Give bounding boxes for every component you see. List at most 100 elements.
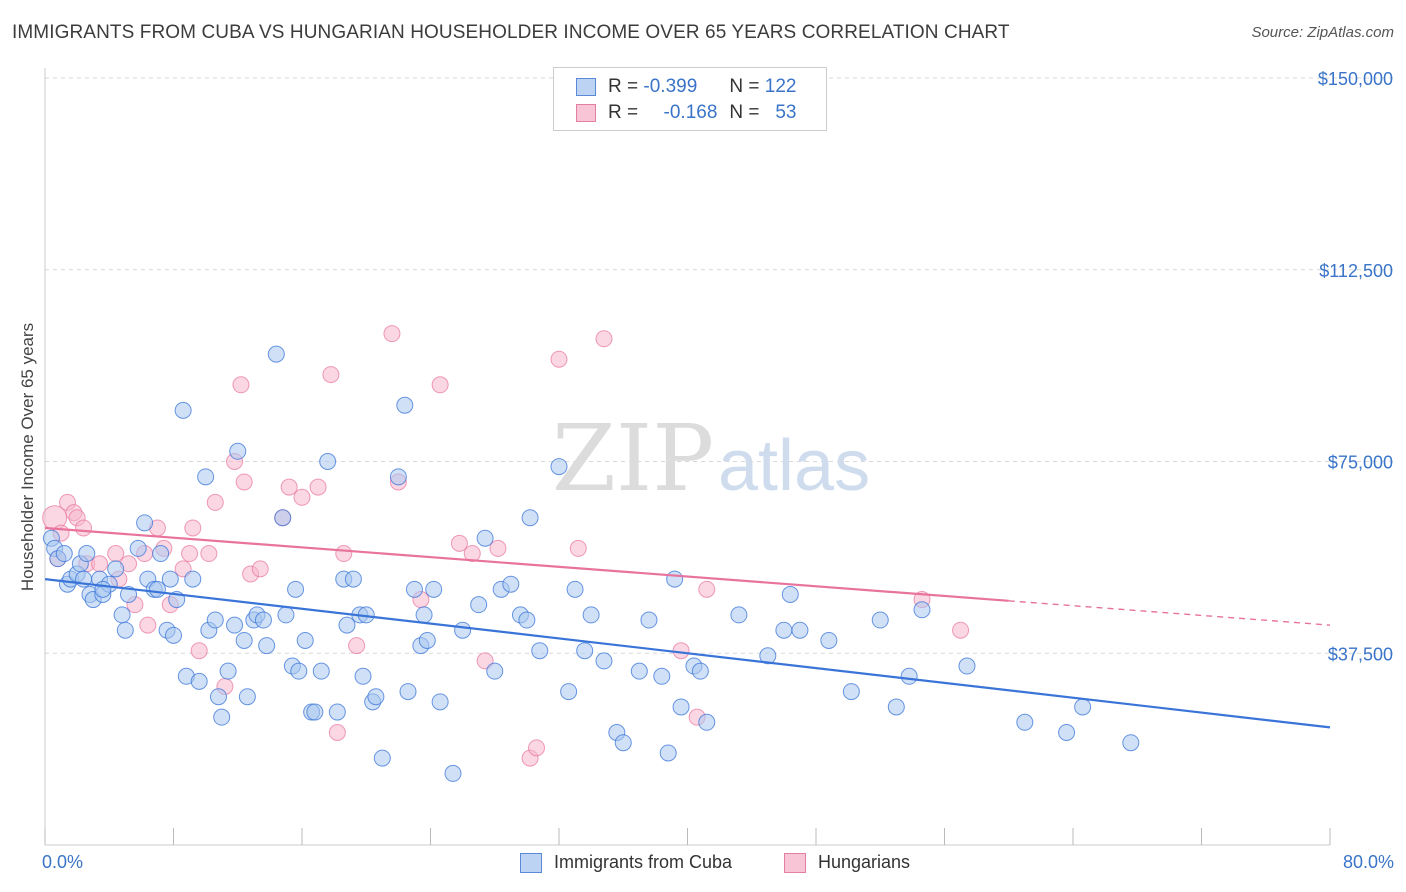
legend-label: Hungarians: [818, 852, 911, 872]
cuba-point: [328, 703, 346, 721]
cuba-point: [296, 631, 314, 649]
cuba-point: [136, 514, 154, 532]
cuba-point: [1016, 713, 1034, 731]
cuba-point: [640, 611, 658, 629]
source-label: Source: ZipAtlas.com: [1251, 24, 1394, 41]
cuba-point: [290, 662, 308, 680]
hungarian-point: [91, 555, 109, 573]
cuba-point: [258, 637, 276, 655]
hungarian-point: [463, 545, 481, 563]
r-value: -0.168: [663, 102, 718, 123]
hungarian-trend-line: [44, 526, 1009, 602]
hungarian-point: [107, 545, 125, 563]
cuba-point: [1058, 724, 1076, 742]
cuba-point: [267, 345, 285, 363]
cuba-point: [274, 509, 292, 527]
cuba-point: [254, 611, 272, 629]
cuba-point: [107, 560, 125, 578]
cuba-point: [373, 749, 391, 767]
hungarian-point: [309, 478, 327, 496]
cuba-point: [190, 672, 208, 690]
chart-title: IMMIGRANTS FROM CUBA VS HUNGARIAN HOUSEH…: [12, 22, 1010, 43]
hungarian-point: [569, 539, 587, 557]
cuba-point: [148, 580, 166, 598]
cuba-point: [781, 585, 799, 603]
hungarian-point: [450, 534, 468, 552]
cuba-point: [900, 667, 918, 685]
cuba-point: [958, 657, 976, 675]
hungarian-point: [383, 325, 401, 343]
cuba-point: [415, 606, 433, 624]
watermark-zip: ZIP: [552, 405, 714, 512]
cuba-point: [206, 611, 224, 629]
legend-item-cuba: Immigrants from Cuba: [520, 852, 732, 873]
cuba-point: [312, 662, 330, 680]
series-legend: Immigrants from Cuba Hungarians: [0, 852, 1406, 876]
hungarian-point: [232, 376, 250, 394]
hungarian-point: [75, 519, 93, 537]
cuba-point: [653, 667, 671, 685]
cuba-point: [666, 570, 684, 588]
hungarian-point: [595, 330, 613, 348]
cuba-point: [174, 401, 192, 419]
y-tick-label: $37,500: [1328, 644, 1393, 664]
cuba-point: [431, 693, 449, 711]
cuba-point: [161, 570, 179, 588]
hungarian-swatch: [784, 852, 806, 873]
cuba-swatch: [576, 78, 596, 96]
cuba-point: [226, 616, 244, 634]
cuba-point: [531, 642, 549, 660]
cuba-point: [486, 662, 504, 680]
cuba-point: [791, 621, 809, 639]
cuba-point: [367, 688, 385, 706]
cuba-point: [219, 662, 237, 680]
cuba-point: [842, 683, 860, 701]
cuba-point: [55, 545, 73, 563]
cuba-point: [184, 570, 202, 588]
hungarian-point: [348, 637, 366, 655]
cuba-point: [871, 611, 889, 629]
y-tick-label: $75,000: [1328, 453, 1393, 473]
hungarian-point: [206, 493, 224, 511]
cuba-point: [78, 545, 96, 563]
legend-item-hungarians: Hungarians: [784, 852, 910, 873]
cuba-point: [209, 688, 227, 706]
cuba-point: [306, 703, 324, 721]
cuba-point: [399, 683, 417, 701]
cuba-point: [659, 744, 677, 762]
r-value: -0.399: [643, 76, 698, 97]
hungarian-point: [251, 560, 269, 578]
cuba-point: [698, 713, 716, 731]
n-value: 53: [775, 102, 797, 123]
hungarian-point: [672, 642, 690, 660]
cuba-point: [454, 621, 472, 639]
hungarian-point: [489, 539, 507, 557]
hungarian-point: [235, 473, 253, 491]
cuba-point: [152, 545, 170, 563]
hungarian-point: [293, 488, 311, 506]
hungarian-point: [200, 545, 218, 563]
hungarian-point: [139, 616, 157, 634]
cuba-point: [396, 396, 414, 414]
hungarian-point: [184, 519, 202, 537]
cuba-point: [630, 662, 648, 680]
cuba-point: [820, 631, 838, 649]
r-label: R =: [608, 102, 639, 123]
cuba-point: [418, 631, 436, 649]
y-tick-labels: $37,500 $75,000 $112,500 $150,000: [1318, 69, 1393, 664]
cuba-point: [405, 580, 423, 598]
cuba-points: [42, 345, 1140, 782]
cuba-point: [389, 468, 407, 486]
cuba-point: [354, 667, 372, 685]
axes: [44, 68, 1331, 846]
x-min-label: 0.0%: [42, 852, 84, 872]
cuba-point: [120, 585, 138, 603]
watermark: ZIP atlas: [552, 405, 870, 512]
cuba-point: [235, 631, 253, 649]
cuba-point: [470, 596, 488, 614]
legend-label: Immigrants from Cuba: [554, 852, 733, 872]
cuba-trend-line: [44, 578, 1331, 729]
cuba-point: [113, 606, 131, 624]
cuba-point: [672, 698, 690, 716]
legend-row-hungarian: R = -0.168 N = 53: [576, 101, 796, 125]
